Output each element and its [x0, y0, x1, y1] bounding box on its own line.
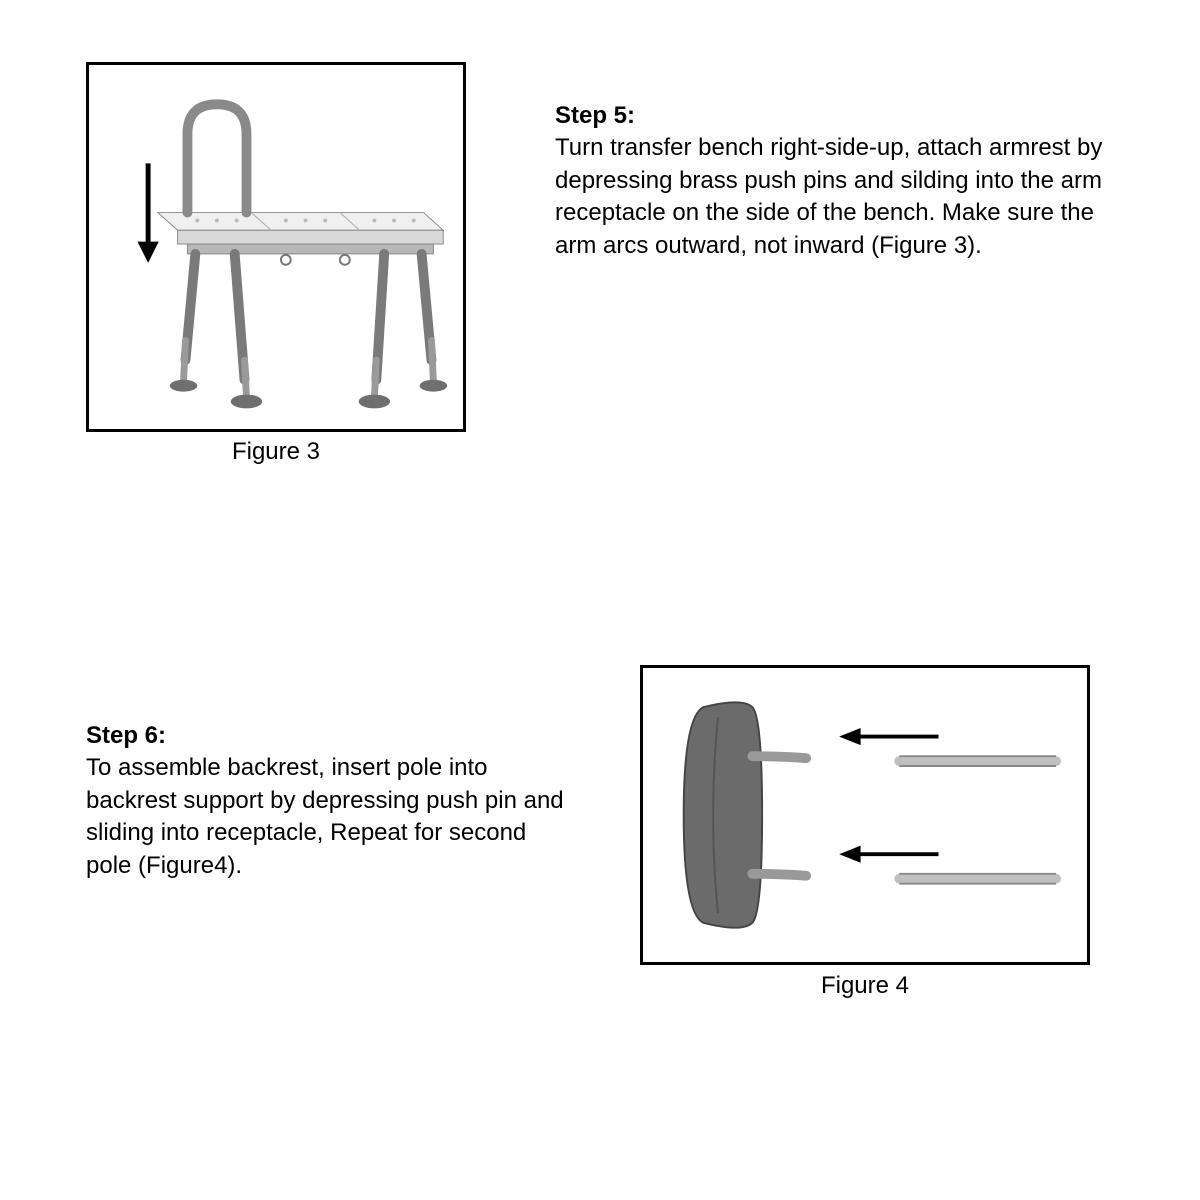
- figure-4-caption: Figure 4: [640, 972, 1090, 1000]
- step-5-body: Turn transfer bench right-side-up, attac…: [555, 134, 1102, 258]
- figure-3-box: [86, 62, 466, 432]
- step-6-block: Step 6: To assemble backrest, insert pol…: [86, 720, 566, 882]
- step-6-body: To assemble backrest, insert pole into b…: [86, 754, 564, 878]
- figure-3-caption: Figure 3: [86, 438, 466, 466]
- figure-3-illustration: [89, 65, 463, 429]
- step-5-title: Step 5:: [555, 102, 635, 129]
- step-6-title: Step 6:: [86, 722, 166, 749]
- step-5-block: Step 5: Turn transfer bench right-side-u…: [555, 100, 1115, 262]
- figure-4-illustration: [643, 668, 1087, 962]
- instruction-page: Figure 3 Step 5: Turn transfer bench rig…: [0, 0, 1200, 1200]
- figure-4-box: [640, 665, 1090, 965]
